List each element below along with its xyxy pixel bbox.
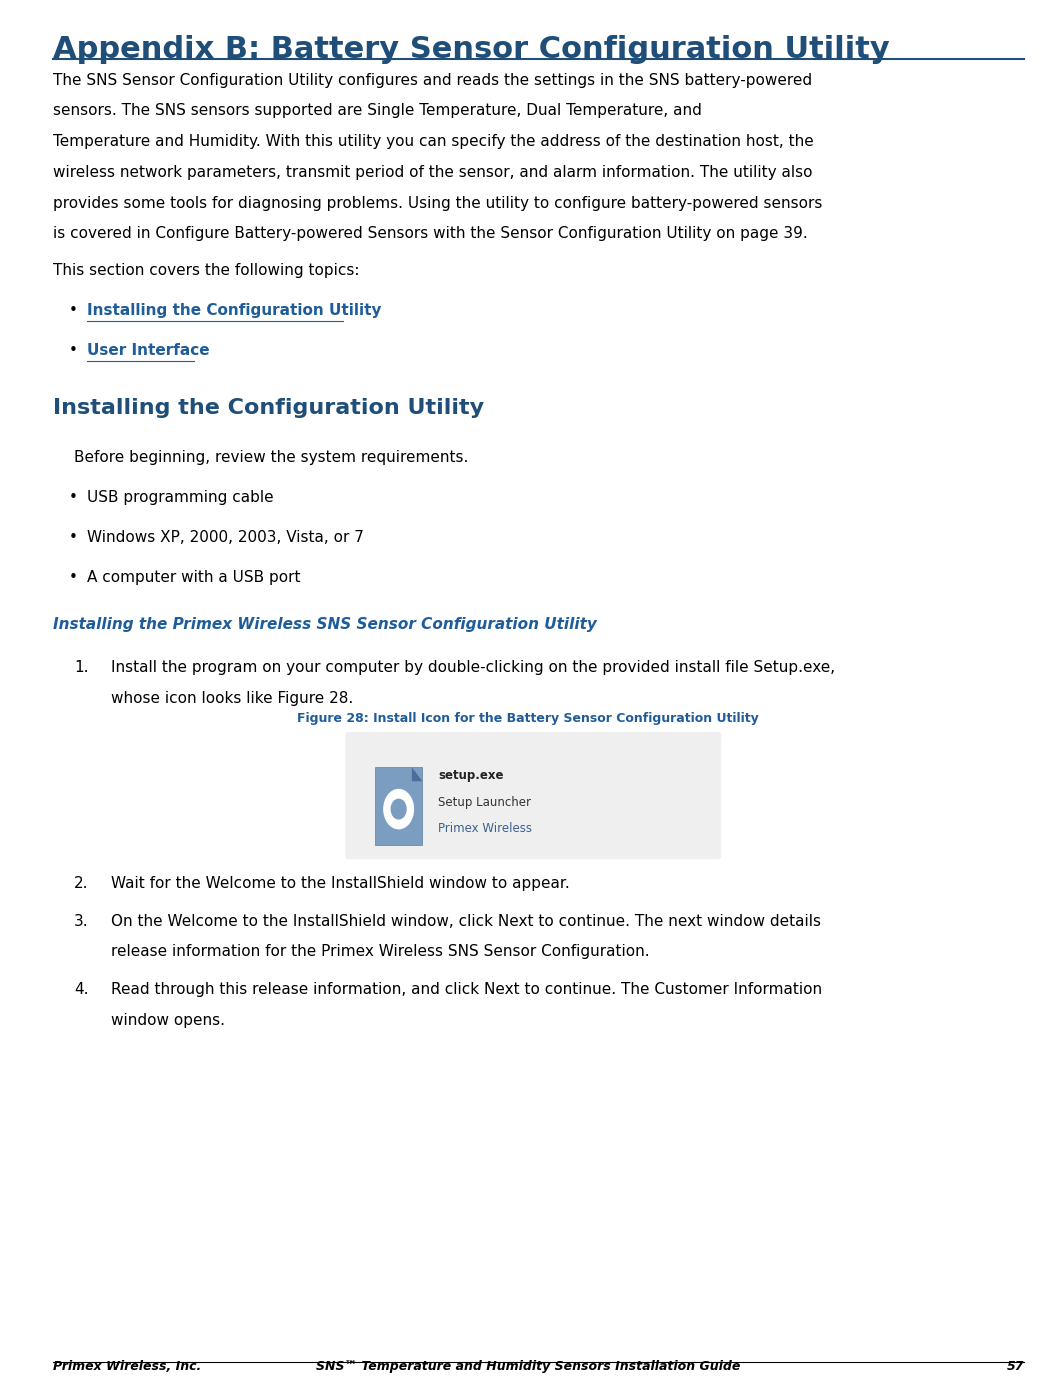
Text: User Interface: User Interface xyxy=(87,343,209,358)
Text: 1.: 1. xyxy=(74,660,89,675)
Text: 57: 57 xyxy=(1006,1360,1024,1373)
Text: Figure 28: Install Icon for the Battery Sensor Configuration Utility: Figure 28: Install Icon for the Battery … xyxy=(297,712,759,724)
Text: Installing the Configuration Utility: Installing the Configuration Utility xyxy=(87,303,381,317)
Text: wireless network parameters, transmit period of the sensor, and alarm informatio: wireless network parameters, transmit pe… xyxy=(53,165,812,180)
Text: •: • xyxy=(69,343,77,358)
Text: Appendix B: Battery Sensor Configuration Utility: Appendix B: Battery Sensor Configuration… xyxy=(53,35,889,64)
Circle shape xyxy=(384,790,414,829)
Text: Temperature and Humidity. With this utility you can specify the address of the d: Temperature and Humidity. With this util… xyxy=(53,134,813,150)
Text: •: • xyxy=(69,570,77,586)
Text: USB programming cable: USB programming cable xyxy=(87,491,274,506)
Polygon shape xyxy=(412,768,422,781)
Text: 3.: 3. xyxy=(74,914,89,928)
Text: Primex Wireless, Inc.: Primex Wireless, Inc. xyxy=(53,1360,201,1373)
Text: Installing the Configuration Utility: Installing the Configuration Utility xyxy=(53,398,484,418)
Text: 2.: 2. xyxy=(74,877,89,891)
Text: sensors. The SNS sensors supported are Single Temperature, Dual Temperature, and: sensors. The SNS sensors supported are S… xyxy=(53,103,701,119)
Text: Primex Wireless: Primex Wireless xyxy=(438,822,532,836)
Text: Read through this release information, and click Next to continue. The Customer : Read through this release information, a… xyxy=(111,983,822,997)
Bar xyxy=(375,768,422,846)
Text: Before beginning, review the system requirements.: Before beginning, review the system requ… xyxy=(74,450,468,466)
Text: SNS™ Temperature and Humidity Sensors Installation Guide: SNS™ Temperature and Humidity Sensors In… xyxy=(316,1360,740,1373)
Circle shape xyxy=(391,800,406,819)
Text: setup.exe: setup.exe xyxy=(438,769,504,781)
Text: release information for the Primex Wireless SNS Sensor Configuration.: release information for the Primex Wirel… xyxy=(111,945,649,959)
Text: This section covers the following topics:: This section covers the following topics… xyxy=(53,263,359,278)
Text: A computer with a USB port: A computer with a USB port xyxy=(87,570,300,586)
Text: Windows XP, 2000, 2003, Vista, or 7: Windows XP, 2000, 2003, Vista, or 7 xyxy=(87,530,363,545)
Text: Install the program on your computer by double-clicking on the provided install : Install the program on your computer by … xyxy=(111,660,835,675)
Text: is covered in Configure Battery-powered Sensors with the Sensor Configuration Ut: is covered in Configure Battery-powered … xyxy=(53,226,808,242)
Text: •: • xyxy=(69,491,77,506)
Text: Installing the Primex Wireless SNS Sensor Configuration Utility: Installing the Primex Wireless SNS Senso… xyxy=(53,618,597,632)
Text: On the Welcome to the InstallShield window, click Next to continue. The next win: On the Welcome to the InstallShield wind… xyxy=(111,914,821,928)
Text: •: • xyxy=(69,303,77,317)
Text: Wait for the Welcome to the InstallShield window to appear.: Wait for the Welcome to the InstallShiel… xyxy=(111,877,569,891)
FancyBboxPatch shape xyxy=(345,733,721,860)
Text: window opens.: window opens. xyxy=(111,1014,225,1028)
Text: 4.: 4. xyxy=(74,983,89,997)
Text: whose icon looks like Figure 28.: whose icon looks like Figure 28. xyxy=(111,691,353,706)
Text: •: • xyxy=(69,530,77,545)
Text: The SNS Sensor Configuration Utility configures and reads the settings in the SN: The SNS Sensor Configuration Utility con… xyxy=(53,73,812,88)
Text: provides some tools for diagnosing problems. Using the utility to configure batt: provides some tools for diagnosing probl… xyxy=(53,196,823,211)
Text: Setup Launcher: Setup Launcher xyxy=(438,795,531,809)
